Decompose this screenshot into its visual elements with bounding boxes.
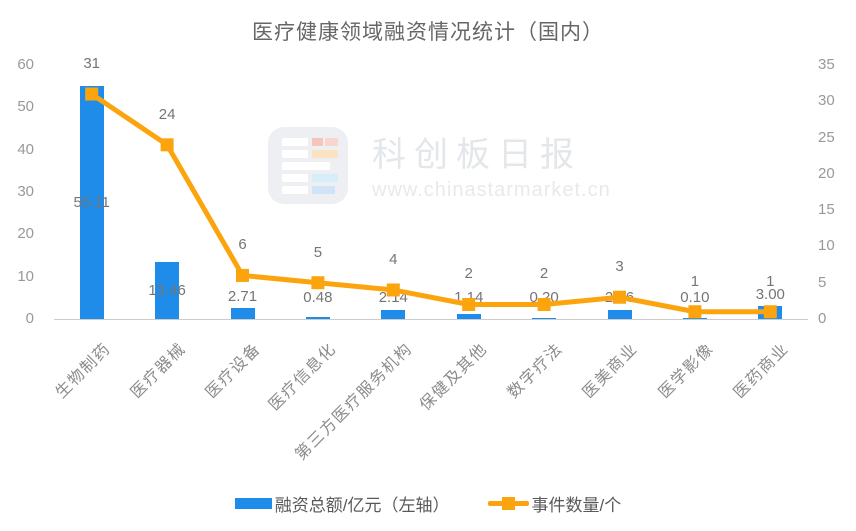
bar-value-label: 13.46 [148, 281, 186, 299]
bar-series-swatch-icon [234, 498, 272, 509]
right-axis-tick: 30 [818, 92, 835, 110]
line-marker [160, 138, 174, 152]
left-axis-tick: 40 [17, 140, 34, 158]
right-axis-tick: 20 [818, 164, 835, 182]
left-axis-tick: 60 [17, 56, 34, 73]
right-axis-tick: 0 [818, 310, 827, 327]
bar-医疗设备 [230, 308, 255, 319]
bar-保健及其他 [456, 314, 481, 319]
legend: 融资总额/亿元（左轴） 事件数量/个 [0, 491, 856, 516]
line-marker [236, 268, 249, 282]
line-value-label: 3 [615, 258, 624, 276]
line-marker [613, 290, 626, 304]
left-axis-tick: 30 [17, 183, 34, 200]
line-marker [462, 297, 476, 311]
chart-title: 医疗健康领域融资情况统计（国内） [252, 21, 604, 44]
right-axis-tick: 15 [818, 201, 835, 219]
line-value-label: 1 [766, 272, 775, 290]
line-value-label: 2 [539, 265, 549, 283]
x-axis-line [54, 319, 808, 320]
line-marker [386, 283, 400, 297]
line-value-label: 31 [83, 55, 101, 73]
left-axis-tick: 50 [17, 98, 34, 116]
legend-bar-label: 融资总额/亿元（左轴） [274, 496, 450, 515]
legend-item-line-series[interactable]: 事件数量/个 [487, 491, 622, 516]
left-axis-tick: 20 [17, 225, 34, 243]
line-value-label: 5 [313, 243, 323, 261]
bar-第三方医疗服务机构 [381, 310, 406, 319]
line-marker [688, 305, 702, 319]
line-value-label: 1 [690, 272, 700, 290]
bar-生物制药 [79, 86, 104, 319]
line-value-label: 4 [389, 250, 398, 268]
line-value-label: 6 [238, 236, 247, 254]
bar-value-label: 2.71 [227, 288, 258, 305]
line-marker [763, 305, 777, 319]
line-value-label: 2 [464, 265, 473, 283]
bar-value-label: 0.10 [680, 289, 710, 306]
line-series-swatch-icon [487, 497, 529, 510]
bar-数字疗法 [532, 318, 557, 319]
left-axis-tick: 0 [25, 310, 34, 327]
bar-医学影像 [682, 318, 707, 319]
right-axis-tick: 10 [818, 237, 835, 255]
right-axis-tick: 35 [818, 56, 835, 73]
legend-line-label: 事件数量/个 [531, 496, 622, 515]
bar-value-label: 3.00 [755, 286, 785, 303]
bar-value-label: 55.11 [73, 193, 110, 211]
bar-医疗器械 [155, 262, 180, 319]
legend-item-bar-series[interactable]: 融资总额/亿元（左轴） [234, 491, 450, 516]
line-value-label: 24 [158, 105, 176, 123]
bar-value-label: 0.48 [303, 289, 333, 306]
right-axis-tick: 25 [818, 128, 835, 146]
bar-医美商业 [607, 310, 632, 319]
bar-医疗信息化 [305, 317, 330, 319]
right-axis-tick: 5 [818, 273, 827, 291]
line-marker [85, 87, 99, 101]
left-axis-tick: 10 [17, 267, 34, 285]
line-marker [311, 276, 325, 290]
line-marker [537, 297, 551, 311]
